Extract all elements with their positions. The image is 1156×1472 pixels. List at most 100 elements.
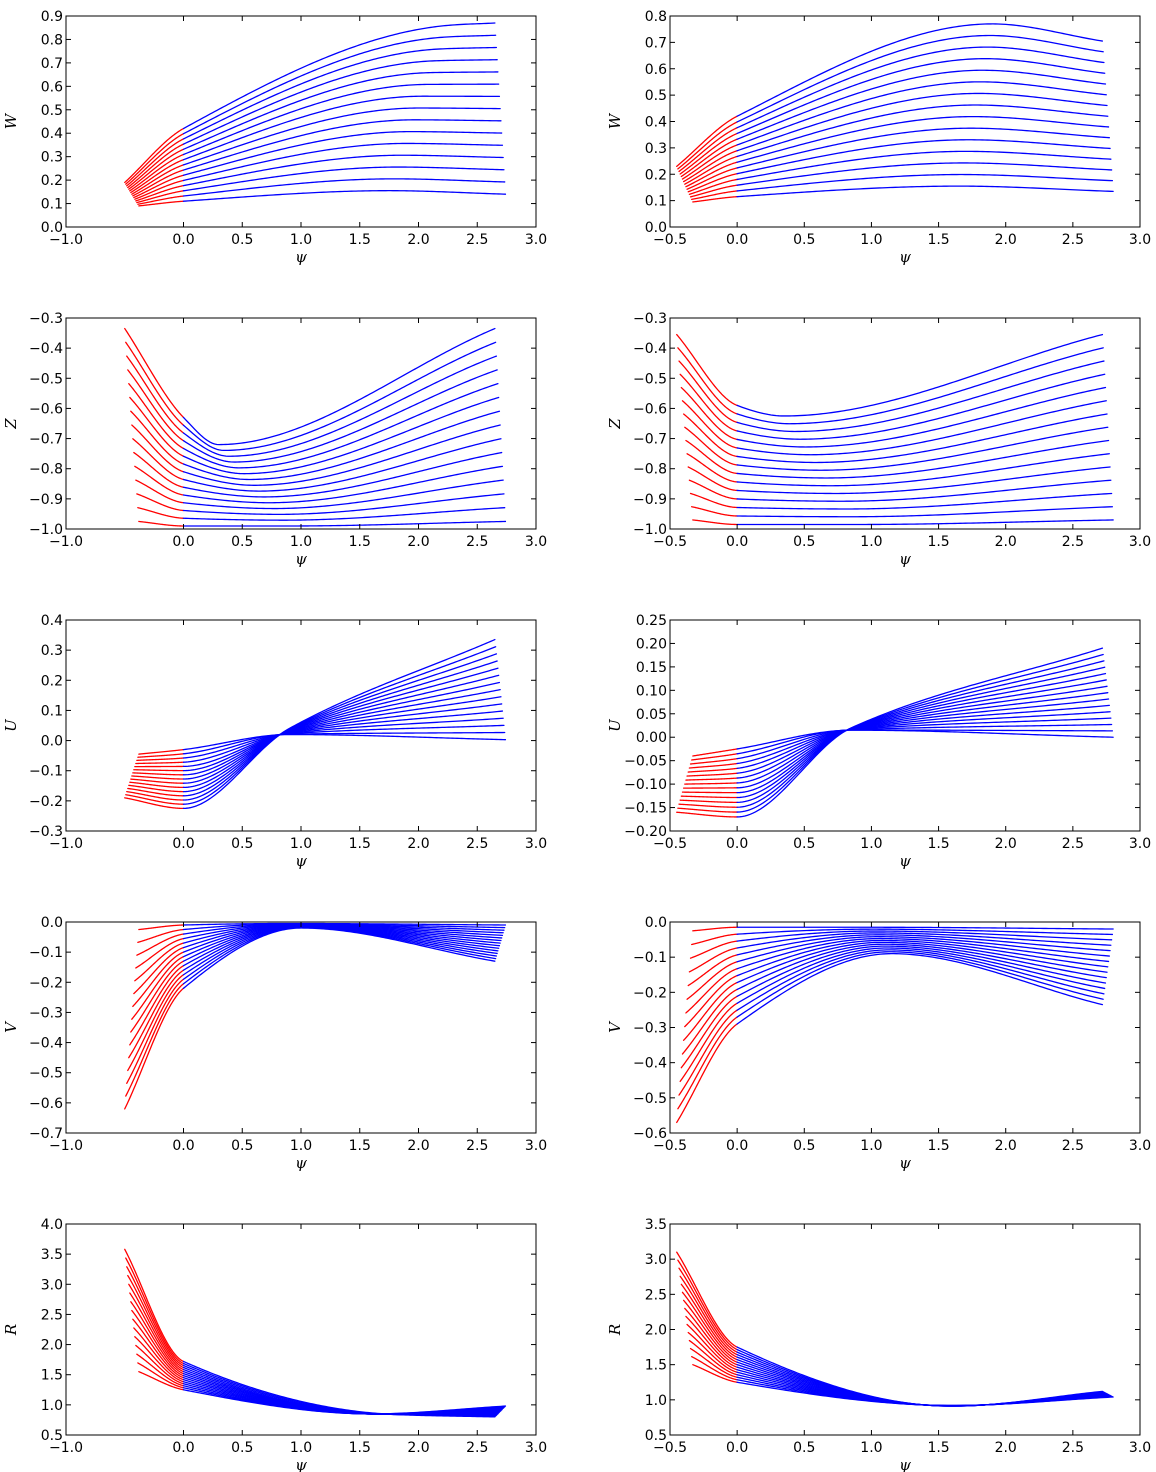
x-tick-label: 0.0: [726, 1138, 748, 1154]
y-tick-label: 2.5: [645, 1287, 667, 1303]
curves-right-R: [676, 1251, 1114, 1407]
y-tick-label: −0.1: [29, 945, 63, 961]
series-line-blue-14: [736, 729, 1114, 755]
series-line-blue-1: [182, 22, 496, 130]
series-line-blue-4: [736, 947, 1106, 1004]
y-tick-label: 0.10: [636, 683, 667, 699]
x-tick-label: 2.5: [466, 534, 488, 550]
y-tick-label: 2.5: [41, 1307, 63, 1323]
series-line-blue-3: [736, 360, 1105, 433]
series-line-red-2: [677, 1016, 738, 1110]
series-line-blue-15: [736, 519, 1114, 526]
series-line-blue-11: [736, 934, 1111, 956]
series-line-red-10: [686, 772, 738, 777]
series-line-red-8: [684, 426, 738, 466]
series-line-red-7: [682, 413, 738, 458]
series-line-blue-13: [182, 493, 505, 516]
series-line-red-11: [687, 954, 738, 987]
series-line-blue-7: [736, 413, 1108, 464]
series-line-red-14: [137, 753, 185, 758]
panel-left-W: −1.0 0.0 0.5 1.0 1.5 2.0 2.5 3.00.00.10.20.30.4…: [2, 9, 547, 266]
x-tick-label: 2.0: [995, 1138, 1017, 1154]
x-tick-label: 3.0: [525, 836, 547, 852]
series-line-red-10: [133, 769, 185, 772]
series-line-red-1: [124, 127, 185, 184]
y-tick-label: −0.10: [624, 777, 667, 793]
x-tick-label: 0.5: [793, 232, 815, 248]
x-tick-label: 0.0: [172, 534, 194, 550]
x-tick-label: 1.0: [860, 1440, 882, 1456]
series-line-red-3: [126, 355, 185, 434]
series-line-red-13: [136, 757, 185, 762]
series-line-blue-5: [736, 945, 1107, 997]
series-line-red-9: [132, 772, 185, 776]
x-tick-label: 2.5: [1062, 1138, 1084, 1154]
series-line-red-9: [132, 951, 185, 1008]
series-line-blue-9: [182, 696, 502, 776]
series-line-blue-13: [736, 930, 1113, 942]
series-line-red-13: [689, 940, 738, 959]
curves-left-R: [124, 1248, 507, 1418]
y-axis-label: R: [2, 1324, 20, 1336]
series-line-blue-4: [736, 666, 1106, 804]
series-line-red-4: [679, 132, 738, 175]
curves-right-U: [676, 647, 1114, 818]
series-line-red-5: [680, 386, 738, 441]
series-line-red-14: [691, 753, 738, 761]
series-line-blue-5: [182, 71, 499, 150]
series-line-red-8: [684, 782, 738, 785]
series-line-blue-7: [182, 681, 501, 784]
x-tick-label: 1.0: [290, 1440, 312, 1456]
series-line-red-14: [137, 507, 185, 519]
series-line-red-13: [689, 1347, 738, 1378]
y-axis-label: V: [606, 1020, 624, 1033]
series-line-red-4: [127, 787, 185, 797]
series-line-blue-5: [182, 383, 499, 469]
series-line-blue-15: [182, 520, 507, 527]
series-line-red-14: [137, 1362, 185, 1389]
series-line-red-13: [136, 933, 185, 956]
series-line-red-9: [685, 161, 738, 188]
x-tick-label: −0.5: [653, 232, 687, 248]
series-line-blue-12: [736, 717, 1112, 765]
x-tick-label: 1.5: [927, 232, 949, 248]
series-line-red-15: [138, 1371, 185, 1391]
y-tick-label: 0.4: [645, 115, 667, 131]
series-line-blue-12: [182, 154, 504, 187]
series-line-blue-12: [182, 717, 504, 763]
y-tick-label: −0.05: [624, 754, 667, 770]
y-tick-label: −1.0: [29, 522, 63, 538]
series-line-red-1: [676, 333, 738, 407]
y-tick-label: 0.05: [636, 707, 667, 723]
series-line-blue-8: [736, 939, 1109, 977]
x-tick-label: 2.5: [466, 232, 488, 248]
series-line-red-5: [680, 995, 738, 1069]
series-line-red-9: [132, 1318, 185, 1379]
y-tick-label: 0.0: [41, 734, 63, 750]
panel-left-V: −1.0 0.0 0.5 1.0 1.5 2.0 2.5 3.0 −0.7 −0.6 −0.5 −0.…: [2, 915, 547, 1172]
y-tick-label: 3.0: [41, 1277, 63, 1293]
series-line-blue-13: [182, 166, 505, 192]
x-tick-label: 0.0: [172, 836, 194, 852]
series-line-red-10: [686, 453, 738, 483]
series-line-blue-14: [736, 928, 1114, 936]
series-line-red-5: [128, 148, 185, 190]
y-tick-label: −0.8: [29, 462, 63, 478]
y-tick-label: 1.0: [41, 1398, 63, 1414]
series-line-red-15: [138, 520, 185, 527]
series-line-red-12: [135, 761, 185, 765]
series-line-blue-7: [736, 941, 1108, 984]
series-line-blue-6: [736, 943, 1107, 991]
series-line-red-5: [128, 969, 185, 1059]
x-tick-label: −0.5: [653, 836, 687, 852]
series-line-blue-10: [736, 127, 1110, 169]
series-line-blue-11: [736, 466, 1111, 495]
y-tick-label: 0.1: [645, 194, 667, 210]
x-tick-label: 2.5: [466, 1138, 488, 1154]
y-tick-label: 0.5: [645, 88, 667, 104]
series-line-red-8: [684, 1307, 738, 1366]
series-line-red-9: [132, 169, 185, 197]
series-line-red-3: [678, 803, 738, 808]
x-tick-label: 2.0: [995, 232, 1017, 248]
y-axis-label: U: [2, 718, 20, 732]
